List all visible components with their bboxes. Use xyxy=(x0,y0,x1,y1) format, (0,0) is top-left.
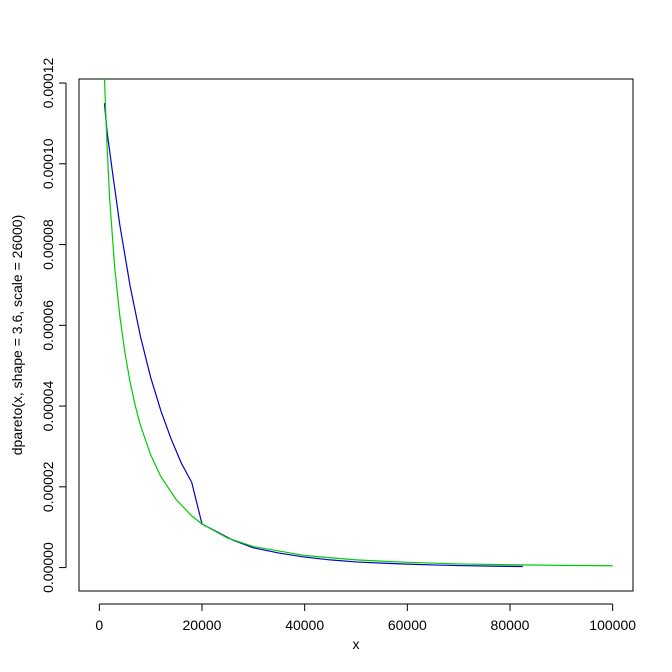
x-axis: 0 20000 40000 60000 80000 100000 xyxy=(95,603,636,633)
x-tick-label: 100000 xyxy=(589,617,636,633)
series-layer xyxy=(103,78,613,568)
y-tick-label: 0.00012 xyxy=(40,58,56,109)
series-line-2 xyxy=(103,78,613,567)
x-tick-label: 20000 xyxy=(183,617,222,633)
y-tick-label: 0.00000 xyxy=(40,542,56,593)
x-tick-label: 80000 xyxy=(491,617,530,633)
y-tick-label: 0.00004 xyxy=(40,381,56,432)
y-tick-label: 0.00006 xyxy=(40,300,56,351)
y-tick-label: 0.00008 xyxy=(40,219,56,270)
x-axis-title: x xyxy=(353,636,360,652)
y-axis-title: dpareto(x, shape = 3.6, scale = 26000) xyxy=(9,215,25,456)
x-tick-label: 0 xyxy=(95,617,103,633)
series-line-1 xyxy=(103,103,523,568)
plot-area-frame xyxy=(78,78,634,592)
x-tick-label: 40000 xyxy=(285,617,324,633)
y-axis: 0.00000 0.00002 0.00004 0.00006 0.00008 0.000… xyxy=(40,58,67,593)
y-tick-label: 0.00002 xyxy=(40,461,56,512)
y-tick-label: 0.00010 xyxy=(40,138,56,189)
x-tick-label: 60000 xyxy=(388,617,427,633)
